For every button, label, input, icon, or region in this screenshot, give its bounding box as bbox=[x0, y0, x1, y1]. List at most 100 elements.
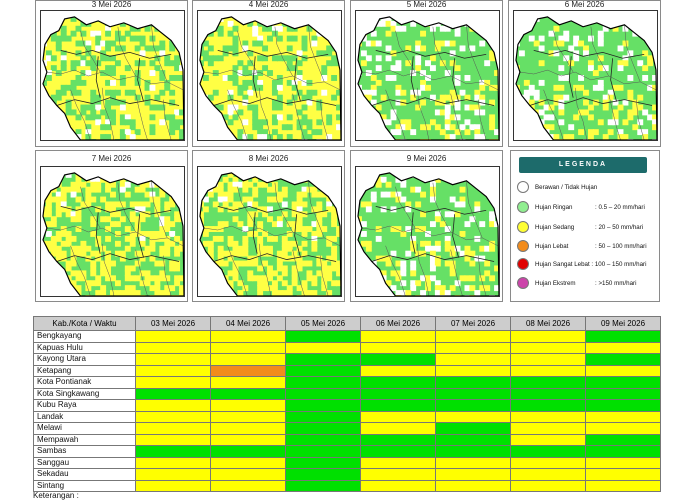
province-outline bbox=[515, 16, 657, 140]
river-line bbox=[385, 89, 406, 140]
map-date: 3 Mei 2026 bbox=[91, 0, 132, 9]
river-line bbox=[385, 245, 406, 296]
river-line bbox=[227, 89, 248, 140]
river-line bbox=[274, 26, 293, 77]
river-line bbox=[163, 255, 172, 296]
forecast-cell bbox=[135, 376, 211, 389]
river-line bbox=[117, 182, 136, 233]
forecast-cell bbox=[435, 445, 511, 458]
forecast-cell bbox=[285, 479, 361, 492]
river-line bbox=[258, 87, 272, 140]
forecast-cell bbox=[585, 353, 661, 366]
forecast-cell bbox=[285, 399, 361, 412]
river-line bbox=[450, 249, 463, 296]
river-line bbox=[432, 26, 451, 77]
table-row: Sambas bbox=[33, 445, 661, 458]
legend-item-sedang: Hujan Sedang : 20 – 50 mm/hari bbox=[517, 221, 659, 235]
forecast-cell bbox=[435, 456, 511, 469]
forecast-cell bbox=[135, 422, 211, 435]
forecast-cell bbox=[135, 387, 211, 400]
river-line bbox=[308, 180, 325, 238]
forecast-cell bbox=[360, 445, 436, 458]
river-line bbox=[320, 255, 329, 296]
district-border bbox=[294, 58, 301, 102]
forecast-cell bbox=[285, 376, 361, 389]
forecast-cell bbox=[210, 410, 286, 423]
region-name: Melawi bbox=[33, 422, 136, 435]
map-panel-5: 7 Mei 2026 bbox=[35, 150, 188, 302]
river-line bbox=[361, 225, 499, 246]
table-row: Kayong Utara bbox=[33, 353, 661, 366]
rain-map bbox=[513, 10, 658, 141]
legend-label: Berawan / Tidak Hujan bbox=[535, 184, 598, 191]
province-outline bbox=[199, 16, 341, 140]
forecast-cell bbox=[510, 433, 586, 446]
forecast-cell bbox=[435, 341, 511, 354]
river-line bbox=[258, 243, 272, 296]
header-date: 05 Mei 2026 bbox=[285, 316, 361, 331]
river-line bbox=[274, 182, 293, 233]
river-line bbox=[292, 93, 305, 140]
forecast-cell bbox=[210, 399, 286, 412]
region-name: Kota Singkawang bbox=[33, 387, 136, 400]
map-panel-7: 9 Mei 2026 bbox=[350, 150, 503, 302]
river-line bbox=[237, 30, 258, 73]
river-line bbox=[151, 24, 168, 82]
province-outline bbox=[357, 172, 499, 296]
region-name: Bengkayang bbox=[33, 330, 136, 343]
forecast-cell bbox=[135, 468, 211, 481]
map-panel-1: 3 Mei 2026 bbox=[35, 0, 188, 147]
forecast-cell bbox=[285, 387, 361, 400]
forecast-cell bbox=[285, 364, 361, 377]
forecast-cell bbox=[285, 410, 361, 423]
district-border bbox=[217, 49, 329, 59]
forecast-cell bbox=[360, 376, 436, 389]
map-date: 6 Mei 2026 bbox=[564, 0, 605, 9]
river-line bbox=[203, 225, 341, 246]
forecast-cell bbox=[285, 456, 361, 469]
map-date: 7 Mei 2026 bbox=[91, 154, 132, 163]
district-border bbox=[60, 205, 172, 215]
region-name: Landak bbox=[33, 410, 136, 423]
forecast-cell bbox=[585, 479, 661, 492]
legend-swatch bbox=[517, 181, 529, 193]
rain-map-svg bbox=[42, 172, 184, 296]
table-row: Melawi bbox=[33, 422, 661, 435]
river-line bbox=[70, 89, 91, 140]
forecast-cell bbox=[285, 422, 361, 435]
river-line bbox=[292, 249, 305, 296]
river-line bbox=[608, 93, 621, 140]
region-name: Sintang bbox=[33, 479, 136, 492]
map-date: 9 Mei 2026 bbox=[406, 154, 447, 163]
legend-label: Hujan Lebat bbox=[535, 243, 569, 250]
forecast-cell bbox=[135, 399, 211, 412]
river-line bbox=[553, 30, 574, 73]
forecast-cell bbox=[510, 479, 586, 492]
map-panel-2: 4 Mei 2026 bbox=[192, 0, 345, 147]
forecast-cell bbox=[360, 479, 436, 492]
legend-item-berawan: Berawan / Tidak Hujan bbox=[517, 181, 659, 195]
map-panel-6: 8 Mei 2026 bbox=[192, 150, 345, 302]
forecast-cell bbox=[585, 341, 661, 354]
river-line bbox=[478, 99, 487, 140]
forecast-cell bbox=[210, 341, 286, 354]
district-border bbox=[137, 214, 144, 258]
forecast-cell bbox=[435, 410, 511, 423]
forecast-cell bbox=[435, 422, 511, 435]
header-date: 04 Mei 2026 bbox=[210, 316, 286, 331]
forecast-cell bbox=[510, 468, 586, 481]
header-date: 07 Mei 2026 bbox=[435, 316, 511, 331]
legend-label: Hujan Ringan bbox=[535, 204, 573, 211]
river-line bbox=[416, 87, 430, 140]
district-border bbox=[60, 49, 172, 59]
river-line bbox=[46, 69, 184, 90]
river-line bbox=[227, 245, 248, 296]
region-name: Mempawah bbox=[33, 433, 136, 446]
header-date: 08 Mei 2026 bbox=[510, 316, 586, 331]
forecast-cell bbox=[285, 353, 361, 366]
forecast-cell bbox=[360, 399, 436, 412]
forecast-cell bbox=[210, 422, 286, 435]
rain-map-svg bbox=[199, 16, 341, 140]
table-row: Ketapang bbox=[33, 364, 661, 377]
legend-swatch bbox=[517, 240, 529, 252]
